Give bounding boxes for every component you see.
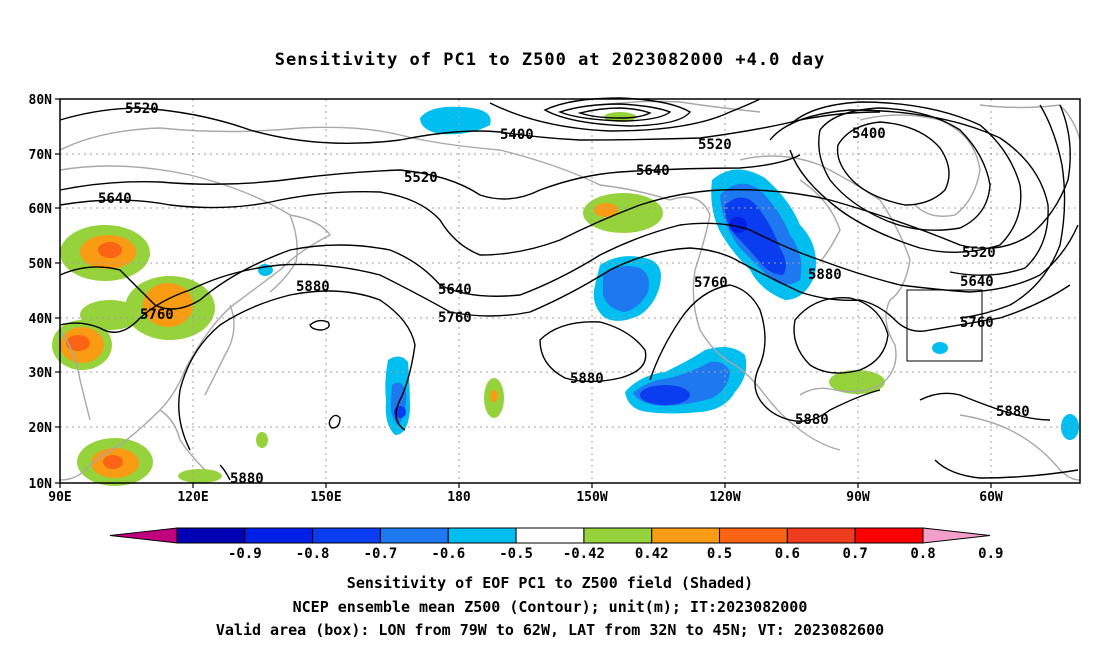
- contour-label: 5520: [404, 170, 438, 186]
- colorbar-label: -0.7: [364, 546, 398, 562]
- colorbar-swatch: [786, 527, 856, 544]
- contour-label: 5760: [694, 275, 728, 291]
- lon-label: 150E: [310, 490, 341, 505]
- colorbar-swatch: [515, 527, 585, 544]
- colorbar-label: 0.42: [635, 546, 669, 562]
- contour-label: 5640: [960, 274, 994, 290]
- colorbar-swatch: [176, 527, 246, 544]
- colorbar-label: 0.6: [775, 546, 800, 562]
- negative-blob-northeast-pacific: [593, 256, 661, 321]
- colorbar-label: 0.5: [707, 546, 732, 562]
- contour-label: 5520: [962, 245, 996, 261]
- contour-label: 5400: [852, 126, 886, 142]
- map-title: Sensitivity of PC1 to Z500 at 2023082000…: [274, 50, 826, 70]
- lat-label: 30N: [29, 366, 53, 381]
- contour-label: 5400: [500, 127, 534, 143]
- colorbar-swatch: [379, 527, 449, 544]
- colorbar-swatch: [854, 527, 924, 544]
- colorbar: -0.9 -0.8 -0.7 -0.6 -0.5 -0.42 0.42 0.5 0.6 0.7 0.…: [109, 527, 1003, 562]
- lon-label: 90E: [48, 490, 71, 505]
- negative-blob-canada: [711, 169, 816, 300]
- colorbar-swatch: [651, 527, 721, 544]
- colorbar-swatch: [312, 527, 381, 544]
- lon-label: 150W: [576, 490, 607, 505]
- contour-label: 5760: [960, 315, 994, 331]
- contour-label: 5880: [296, 279, 330, 295]
- negative-blob-west-coast: [625, 346, 747, 414]
- caption-shading: Sensitivity of EOF PC1 to Z500 field (Sh…: [346, 574, 754, 592]
- contour-label: 5880: [795, 412, 829, 428]
- contour-label: 5880: [996, 404, 1030, 420]
- positive-blob-alaska: [583, 112, 663, 233]
- colorbar-arrow-low: [109, 527, 178, 544]
- contour-label: 5640: [636, 163, 670, 179]
- colorbar-label: -0.9: [228, 546, 262, 562]
- contour-label: 5640: [98, 191, 132, 207]
- contour-label: 5640: [438, 282, 472, 298]
- lon-label: 90W: [846, 490, 870, 505]
- sensitivity-shading: [52, 106, 1079, 486]
- lon-label: 180: [447, 490, 471, 505]
- lat-label-group: 80N 70N 60N 50N 40N 30N 20N 10N: [29, 93, 53, 492]
- valid-area-box: [906, 289, 983, 362]
- positive-blob-india: [52, 320, 112, 370]
- plot-frame: [59, 98, 1081, 484]
- colorbar-label: -0.6: [431, 546, 465, 562]
- colorbar-swatch: [583, 527, 653, 544]
- contour-label: 5520: [125, 101, 159, 117]
- contour-label: 5520: [698, 137, 732, 153]
- colorbar-label: -0.42: [563, 546, 605, 562]
- positive-blob-asia-west: [60, 225, 150, 281]
- lat-label: 40N: [29, 312, 53, 327]
- contour-label: 5760: [140, 307, 174, 323]
- colorbar-label: 0.9: [978, 546, 1003, 562]
- caption-valid-area: Valid area (box): LON from 79W to 62W, L…: [215, 621, 885, 639]
- plot-background: [60, 99, 1080, 483]
- colorbar-swatch: [719, 527, 788, 544]
- axis-ticks: [55, 98, 992, 488]
- lat-label: 10N: [29, 477, 53, 492]
- lon-label-group: 90E 120E 150E 180 150W 120W 90W 60W: [48, 490, 1003, 505]
- colorbar-label: -0.5: [499, 546, 533, 562]
- contour-label: 5880: [808, 267, 842, 283]
- lon-label: 120W: [709, 490, 740, 505]
- colorbar-label: -0.8: [296, 546, 330, 562]
- contour-label: 5880: [570, 371, 604, 387]
- z500-contours: [59, 97, 1079, 481]
- lat-label: 80N: [29, 93, 53, 108]
- colorbar-label: 0.8: [910, 546, 935, 562]
- colorbar-arrow-high: [922, 527, 991, 544]
- lat-label: 50N: [29, 257, 53, 272]
- lat-label: 60N: [29, 202, 53, 217]
- colorbar-swatch: [244, 527, 314, 544]
- colorbar-label: 0.7: [843, 546, 868, 562]
- lat-label: 70N: [29, 148, 53, 163]
- colorbar-swatch: [447, 527, 517, 544]
- lat-label: 20N: [29, 421, 53, 436]
- contour-label: 5880: [230, 471, 264, 487]
- contour-label: 5760: [438, 310, 472, 326]
- lon-label: 120E: [177, 490, 208, 505]
- caption-contour: NCEP ensemble mean Z500 (Contour); unit(…: [292, 598, 808, 616]
- lon-label: 60W: [979, 490, 1003, 505]
